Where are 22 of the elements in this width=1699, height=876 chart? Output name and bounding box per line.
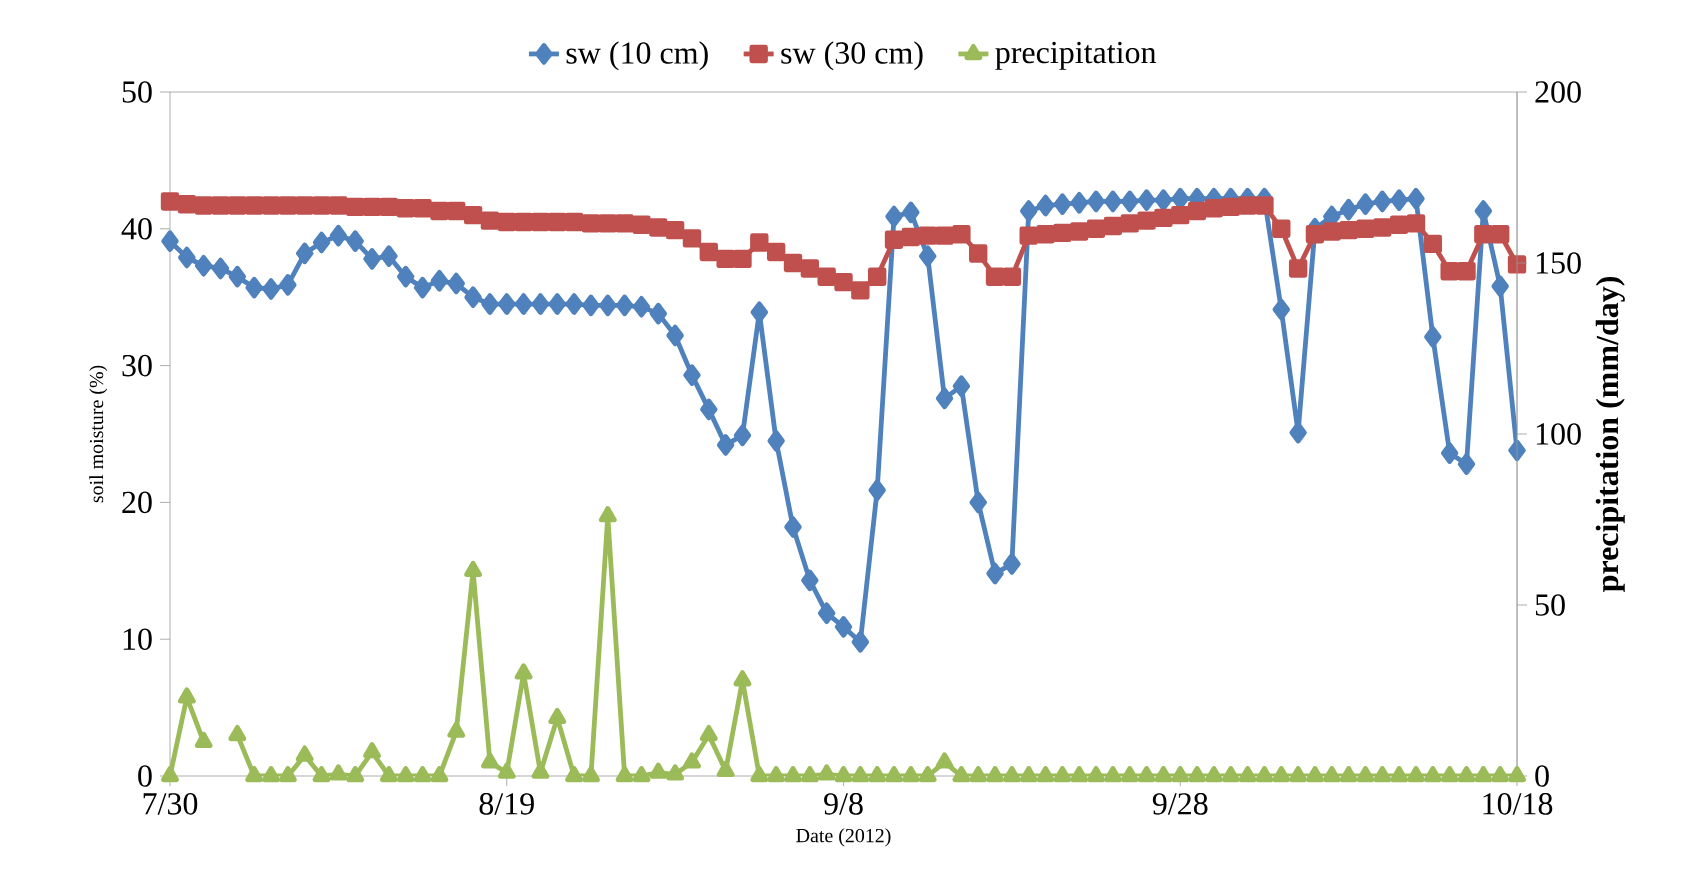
- y-tick-label: 10: [123, 628, 152, 650]
- x-tick-label: 9/8: [824, 793, 863, 815]
- y-tick-label: 50: [122, 81, 152, 103]
- legend-label: sw (30 cm): [781, 41, 923, 71]
- x-tick-label: 7/30: [143, 793, 198, 815]
- legend-label: precipitation: [995, 41, 1157, 70]
- y2-tick-label: 150: [1536, 252, 1581, 274]
- x-tick-label: 10/18: [1483, 793, 1553, 815]
- x-tick-label: 9/28: [1152, 793, 1208, 815]
- legend-label: sw (10 cm): [566, 41, 708, 71]
- y2-axis-title: precipitation (mm/day): [1595, 277, 1625, 592]
- y-tick-label: 30: [122, 354, 152, 377]
- y2-tick-label: 50: [1535, 594, 1565, 616]
- x-axis-title: Date (2012): [796, 828, 891, 847]
- y2-tick-label: 0: [1535, 765, 1549, 787]
- y2-tick-label: 100: [1536, 423, 1581, 445]
- x-tick-label: 8/19: [479, 793, 534, 815]
- y2-tick-label: 200: [1535, 81, 1581, 103]
- y-axis-title: soil moisture (%): [89, 365, 108, 503]
- y-tick-label: 0: [138, 765, 152, 787]
- y-tick-label: 20: [122, 491, 152, 514]
- y-tick-label: 40: [121, 218, 152, 240]
